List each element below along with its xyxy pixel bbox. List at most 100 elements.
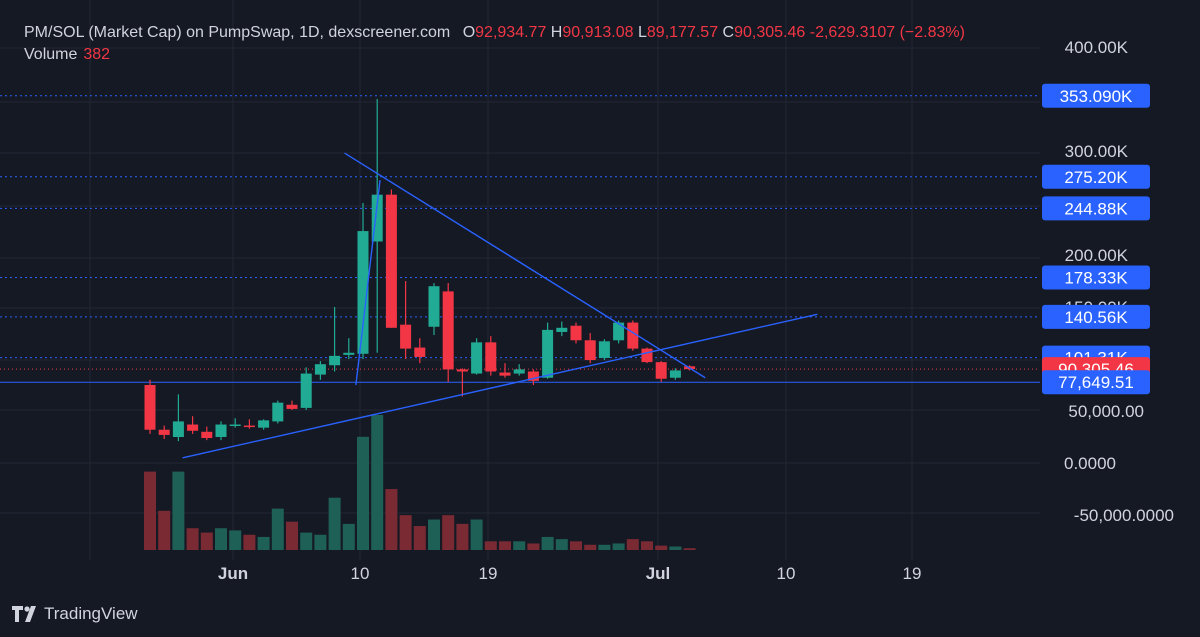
volume-bar	[527, 543, 540, 550]
price-badge-label: 353.090K	[1060, 87, 1133, 106]
candle-body	[243, 425, 255, 428]
volume-value: 382	[83, 46, 111, 63]
candle-body	[158, 429, 170, 435]
volume-bar	[257, 536, 270, 550]
candle-body	[414, 347, 426, 357]
volume-bar	[200, 532, 213, 550]
legend-header: PM/SOL (Market Cap) on PumpSwap, 1D, dex…	[24, 24, 965, 42]
volume-bar	[186, 528, 199, 550]
price-badge	[1042, 265, 1150, 290]
trendline	[344, 152, 706, 379]
volume-bar	[342, 523, 355, 550]
volume-bar	[413, 526, 426, 550]
volume-bar	[555, 539, 568, 550]
candle-body	[428, 286, 440, 327]
candle-body	[499, 372, 511, 376]
candle-body	[172, 421, 184, 437]
candle-body	[570, 325, 582, 341]
candle-body	[229, 424, 241, 427]
candle-body	[272, 402, 284, 422]
candle-body	[201, 431, 213, 439]
volume-bar	[612, 543, 625, 550]
price-badge	[1042, 196, 1150, 221]
y-tick-label: 200.00K	[1065, 246, 1129, 265]
symbol-title: PM/SOL (Market Cap) on PumpSwap, 1D, dex…	[24, 24, 451, 41]
price-badge-label: 178.33K	[1064, 269, 1128, 288]
volume-bar	[570, 541, 582, 550]
tradingview-brand[interactable]: TradingView	[12, 604, 138, 624]
volume-bars	[144, 415, 696, 550]
volume-bar	[428, 519, 440, 550]
price-badge-label: 77,649.51	[1058, 373, 1134, 392]
candle-body	[613, 322, 625, 341]
volume-bar	[328, 497, 341, 550]
candle-body	[542, 329, 554, 378]
volume-bar	[215, 528, 227, 550]
trendline	[355, 180, 381, 386]
price-badges: 353.090K275.20K244.88K178.33K140.56K101.…	[1042, 83, 1150, 395]
candle-body	[584, 340, 596, 361]
volume-legend: Volume 382	[24, 46, 110, 64]
candle-body	[471, 342, 483, 374]
volume-bar	[144, 471, 156, 550]
candlesticks	[144, 99, 696, 442]
volume-bar	[243, 534, 256, 550]
volume-bar	[456, 523, 469, 550]
x-tick-label: Jun	[218, 564, 248, 583]
y-tick-label: -50,000.0000	[1074, 506, 1174, 525]
open-value: 92,934.77	[475, 24, 547, 41]
x-tick-label: 10	[777, 564, 796, 583]
y-tick-label: 300.00K	[1065, 142, 1129, 161]
change-value: -2,629.3107 (−2.83%)	[809, 24, 965, 41]
volume-bar	[669, 546, 682, 550]
volume-bar	[271, 508, 284, 550]
volume-bar	[229, 530, 242, 550]
candle-body	[215, 424, 227, 437]
volume-bar	[371, 415, 384, 550]
candle-body	[357, 231, 369, 354]
price-badge	[1042, 304, 1150, 329]
candle-body	[258, 420, 270, 428]
price-badge-label: 140.56K	[1064, 308, 1128, 327]
tradingview-logo-icon	[12, 606, 36, 622]
price-badge	[1042, 83, 1150, 108]
volume-bar	[286, 521, 298, 550]
candle-body	[513, 369, 525, 374]
volume-bar	[385, 489, 398, 550]
candle-body	[286, 404, 298, 409]
candle-body	[300, 373, 312, 408]
candle-body	[329, 355, 341, 366]
candle-body	[641, 348, 653, 363]
candle-body	[456, 369, 468, 372]
candle-body	[669, 370, 681, 378]
ohlc-values: O92,934.77 H90,913.08 L89,177.57 C90,305…	[463, 24, 965, 41]
high-label: H	[550, 24, 563, 41]
volume-bar	[470, 519, 483, 550]
candle-body	[385, 194, 397, 328]
low-label: L	[638, 24, 647, 41]
x-tick-label: 10	[351, 564, 370, 583]
volume-bar	[172, 471, 185, 550]
volume-bar	[484, 541, 497, 550]
candle-body	[556, 327, 568, 332]
candle-body	[485, 342, 497, 372]
trendlines	[182, 152, 818, 459]
high-value: 90,913.08	[562, 24, 634, 41]
volume-bar	[158, 510, 171, 550]
volume-bar	[683, 548, 696, 550]
price-badge-label: 244.88K	[1064, 199, 1128, 218]
price-badge	[1042, 164, 1150, 189]
x-tick-label: Jul	[646, 564, 671, 583]
x-tick-label: 19	[903, 564, 922, 583]
volume-bar	[314, 534, 327, 550]
candle-body	[187, 424, 199, 431]
candle-body	[442, 291, 454, 370]
candle-body	[627, 322, 639, 349]
candle-body	[527, 371, 539, 381]
volume-bar	[655, 545, 668, 550]
candle-body	[314, 364, 326, 375]
open-label: O	[462, 24, 476, 41]
volume-bar	[399, 515, 412, 550]
time-axis: Jun 10 19 Jul 10 19	[218, 564, 922, 583]
